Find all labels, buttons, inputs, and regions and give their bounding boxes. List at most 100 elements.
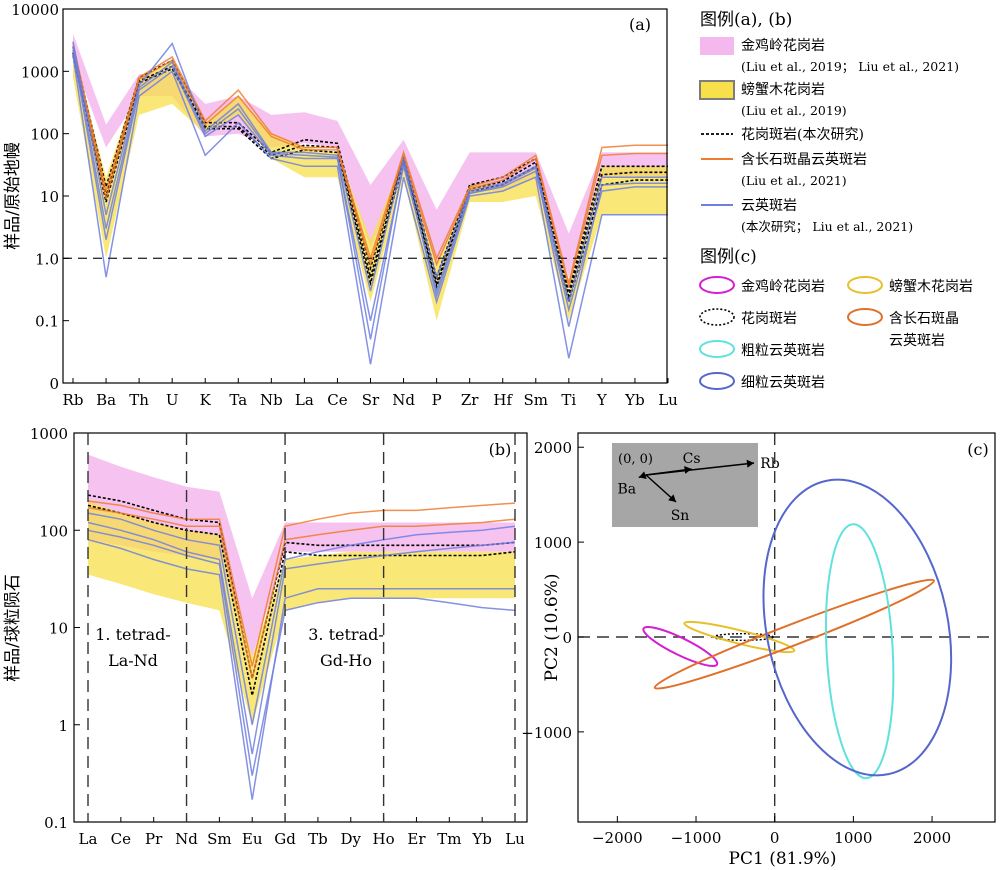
legend-label: 粗粒云英斑岩: [741, 342, 825, 359]
band-1: [73, 52, 668, 321]
x-tick-label: Ti: [561, 391, 576, 409]
x-tick-label: Sm: [207, 830, 232, 848]
x-tick-label: Eu: [242, 830, 263, 848]
legend-label: 含长石斑晶云英斑岩: [741, 151, 867, 168]
x-tick-label: 2000: [913, 829, 951, 847]
series-line: [87, 500, 516, 667]
series-line: [87, 512, 516, 725]
legend-label: 云英斑岩: [889, 332, 945, 349]
legend-sublabel: (Liu et al., 2019): [741, 103, 847, 118]
y-axis-label: PC2 (10.6%): [542, 574, 562, 682]
loading-arrowhead: [668, 494, 676, 502]
loading-label: Sn: [671, 508, 690, 524]
x-tick-label: Lu: [658, 391, 678, 409]
y-tick-label: 2000: [534, 439, 572, 457]
panel-b-ree-diagram: La Ce Pr Nd Sm Eu Gd Tb Dy Ho Er Tm Yb Lu 0.1 1 10 100 100…: [3, 425, 528, 848]
legend-ellipse: [699, 308, 735, 326]
x-tick-label: Pr: [145, 830, 163, 848]
legend-label: 金鸡岭花岗岩: [741, 278, 825, 295]
legend-label: 花岗斑岩(本次研究): [741, 127, 864, 143]
x-axis-label: PC1 (81.9%): [729, 849, 837, 869]
legend-sublabel: (本次研究； Liu et al., 2021): [741, 219, 913, 234]
plot-frame: [577, 432, 996, 823]
tetrad-annotation: Gd-Ho: [320, 651, 372, 670]
x-tick-label: 1000: [834, 829, 872, 847]
legend-label: 金鸡岭花岗岩: [741, 37, 825, 54]
y-tick-label: 1000: [534, 534, 572, 552]
x-tick-label: Sm: [524, 391, 549, 409]
y-tick-label: 10: [49, 620, 68, 638]
x-tick-label: Ho: [373, 830, 395, 848]
pca-loading-inset: (0, 0) Cs Rb Ba Sn: [612, 443, 780, 527]
x-tick-label: K: [200, 391, 212, 409]
tetrad-annotation: La-Nd: [108, 651, 158, 670]
y-tick-label: 10: [40, 188, 59, 206]
confidence-ellipse: [762, 478, 953, 777]
confidence-ellipse: [642, 625, 719, 667]
x-tick-label: La: [79, 830, 98, 848]
series-line: [72, 41, 668, 303]
legend-label: 螃蟹木花岗岩: [741, 81, 825, 98]
band-0: [88, 454, 515, 657]
panel-label: (b): [489, 440, 512, 459]
y-tick-label: 0.1: [44, 814, 68, 832]
y-tick-label: 100: [39, 522, 68, 540]
band-0: [73, 33, 668, 278]
x-tick-label: Yb: [624, 391, 645, 409]
x-tick-label: Tb: [308, 830, 328, 848]
series-line: [72, 46, 668, 340]
confidence-ellipse: [683, 620, 796, 654]
y-tick-label: 1000: [21, 63, 59, 81]
inset-origin-label: (0, 0): [618, 452, 653, 467]
x-tick-label: Tm: [437, 830, 461, 848]
tetrad-annotation: 1. tetrad-: [95, 625, 171, 644]
x-tick-label: Dy: [341, 830, 362, 848]
legend: 图例(a), (b) 金鸡岭花岗岩 (Liu et al., 2019； Liu e…: [699, 10, 973, 391]
x-tick-label: Th: [129, 391, 149, 409]
panel-label: (c): [967, 440, 988, 459]
loading-label: Rb: [760, 456, 780, 472]
x-tick-label: 0: [770, 829, 780, 847]
y-axis-label: 样品/原始地幔: [3, 142, 23, 250]
legend-ellipse: [847, 308, 883, 326]
series-line: [87, 521, 516, 755]
tetrad-annotation: 3. tetrad-: [308, 625, 384, 644]
loading-vector: [645, 462, 755, 476]
x-tick-label: Nd: [175, 830, 198, 848]
series-line: [87, 494, 516, 679]
series-line: [87, 538, 515, 800]
y-tick-label: −1000: [521, 724, 572, 742]
series-line: [72, 49, 668, 321]
legend-label: 花岗斑岩: [741, 311, 797, 327]
y-tick-label: 0.1: [35, 313, 59, 331]
x-tick-label: La: [295, 391, 314, 409]
x-tick-label: Zr: [461, 391, 479, 409]
panel-c-pca-plot: −2000 −1000 0 1000 2000 −1000 0 1000 2000 (c) PC1 …: [521, 432, 996, 869]
legend-label: 细粒云英斑岩: [741, 374, 825, 391]
x-tick-label: Ce: [111, 830, 131, 848]
legend-swatch-band: [699, 80, 735, 100]
legend-label: 含长石斑晶: [889, 311, 959, 327]
legend-swatch-band: [700, 37, 734, 55]
x-tick-label: Gd: [274, 830, 296, 848]
x-tick-label: Yb: [471, 830, 492, 848]
legend-ellipse: [699, 340, 735, 358]
series-line: [87, 529, 516, 776]
series-line: [72, 55, 668, 365]
legend-ellipse: [699, 276, 735, 294]
legend-label: 云英斑岩: [741, 197, 797, 214]
y-tick-label: 1.0: [35, 250, 59, 268]
series-line: [72, 47, 668, 287]
x-tick-label: Lu: [505, 830, 525, 848]
inset-background: [612, 443, 758, 527]
y-tick-label: 1: [58, 717, 68, 735]
legend-ellipse: [847, 276, 883, 294]
y-axis-label: 样品/球粒陨石: [3, 574, 23, 682]
x-tick-label: Hf: [493, 391, 513, 409]
legend-ellipse: [699, 372, 735, 390]
legend-title-c: 图例(c): [700, 247, 757, 267]
x-tick-label: Nd: [392, 391, 415, 409]
x-tick-label: Sr: [362, 391, 380, 409]
x-tick-label: −1000: [671, 829, 722, 847]
